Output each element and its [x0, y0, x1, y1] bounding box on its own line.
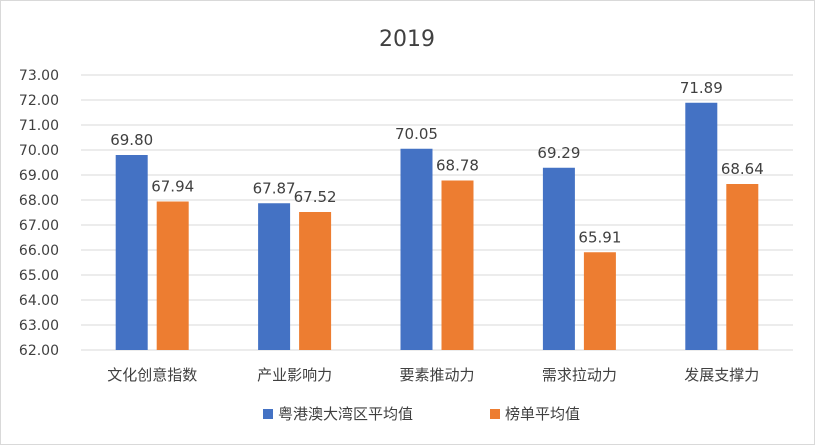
y-tick-label: 71.00	[19, 118, 59, 134]
data-label: 68.78	[436, 157, 479, 175]
y-tick-label: 63.00	[19, 318, 59, 334]
y-tick-label: 67.00	[19, 218, 59, 234]
bar-gba-average	[400, 148, 433, 350]
gridlines	[81, 74, 793, 351]
y-tick-label: 66.00	[19, 243, 59, 259]
bar-list-average	[583, 252, 616, 350]
legend-label: 榜单平均值	[505, 405, 580, 423]
y-tick-label: 65.00	[19, 268, 59, 284]
bar-list-average	[156, 201, 189, 350]
bars	[115, 102, 759, 350]
y-tick-label: 72.00	[19, 93, 59, 109]
x-tick-label: 需求拉动力	[542, 366, 617, 384]
x-tick-label: 产业影响力	[257, 366, 332, 384]
y-tick-label: 73.00	[19, 68, 59, 84]
bar-list-average	[726, 184, 759, 350]
data-label: 67.52	[294, 188, 337, 206]
data-label: 69.29	[537, 144, 580, 162]
bar-gba-average	[542, 167, 575, 350]
legend-label: 粤港澳大湾区平均值	[278, 405, 413, 423]
y-tick-label: 70.00	[19, 143, 59, 159]
legend-swatch	[490, 409, 500, 419]
y-tick-label: 64.00	[19, 293, 59, 309]
data-label: 69.80	[110, 131, 153, 149]
x-tick-label: 要素推动力	[399, 366, 474, 384]
data-label: 65.91	[578, 228, 621, 246]
x-tick-label: 文化创意指数	[107, 366, 197, 384]
legend: 粤港澳大湾区平均值 榜单平均值	[263, 405, 580, 423]
data-label: 71.89	[680, 79, 723, 97]
data-label: 67.87	[253, 179, 296, 197]
data-label: 68.64	[721, 160, 764, 178]
bar-gba-average	[115, 155, 148, 350]
legend-swatch	[263, 409, 273, 419]
data-label: 70.05	[395, 125, 438, 143]
x-axis-tick-labels: 文化创意指数 产业影响力 要素推动力 需求拉动力 发展支撑力	[107, 366, 759, 384]
chart-title: 2019	[379, 27, 435, 52]
data-label: 67.94	[151, 178, 194, 196]
bar-list-average	[299, 212, 332, 350]
bar-list-average	[441, 180, 474, 350]
y-tick-label: 69.00	[19, 168, 59, 184]
y-axis-tick-labels: 62.00 63.00 64.00 65.00 66.00 67.00 68.00 69.00…	[19, 68, 59, 359]
y-tick-label: 62.00	[19, 343, 59, 359]
bar-gba-average	[685, 102, 718, 350]
bar-gba-average	[258, 203, 291, 350]
y-tick-label: 68.00	[19, 193, 59, 209]
x-tick-label: 发展支撑力	[684, 366, 759, 384]
